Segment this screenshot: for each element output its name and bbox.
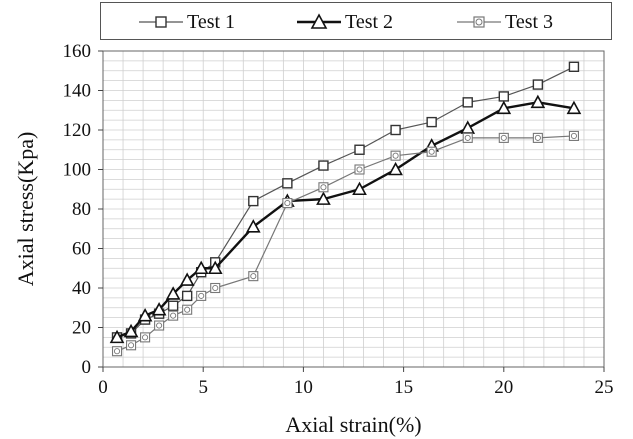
y-tick-label: 40: [72, 278, 91, 299]
data-point-square: [426, 116, 437, 128]
y-tick-label: 100: [63, 160, 92, 181]
legend-label-test-3: Test 3: [505, 10, 554, 33]
x-tick-label: 20: [494, 377, 513, 398]
data-point-triangle: [207, 260, 223, 275]
series-test-2: [109, 94, 582, 344]
data-point-triangle: [245, 219, 261, 233]
data-point-square: [568, 61, 580, 72]
data-point-circle-square: [282, 198, 293, 209]
data-point-circle-square: [532, 132, 543, 143]
data-point-square: [532, 79, 544, 90]
data-point-circle: [320, 184, 327, 191]
y-tick-label: 20: [72, 318, 91, 339]
data-point-square: [282, 178, 293, 189]
data-point-circle-square: [248, 271, 259, 282]
series-test-3: [111, 130, 579, 357]
data-point-triangle: [530, 94, 546, 109]
legend-circle-square-marker-icon: [457, 16, 501, 28]
data-point-circle-square: [354, 164, 365, 175]
y-axis-label: Axial stress(Kpa): [13, 132, 38, 287]
legend-item-test-3: Test 3: [457, 3, 553, 41]
x-tick-label: 5: [198, 377, 208, 398]
data-point-circle-square: [568, 130, 579, 141]
y-tick-label: 80: [72, 199, 91, 220]
data-point-circle: [250, 273, 257, 280]
data-point-circle: [500, 134, 507, 141]
data-point-circle: [392, 152, 399, 159]
data-point-triangle: [179, 272, 195, 286]
data-point-square: [181, 290, 193, 302]
x-tick-label: 15: [394, 377, 413, 398]
series-line: [116, 135, 574, 352]
data-point-circle-square: [111, 346, 123, 357]
data-point-circle-square: [210, 282, 221, 294]
data-point-circle: [198, 292, 205, 299]
data-point-circle-square: [182, 304, 193, 315]
data-point-circle: [128, 342, 135, 349]
data-point-circle: [113, 348, 121, 355]
data-point-circle: [170, 312, 177, 319]
data-point-triangle: [151, 302, 167, 316]
data-point-triangle: [352, 181, 367, 196]
data-point-square: [498, 91, 509, 102]
legend-item-test-1: Test 1: [139, 3, 235, 41]
data-point-square: [167, 300, 179, 311]
legend-item-test-2: Test 2: [297, 3, 393, 41]
data-point-circle-square: [462, 132, 473, 143]
data-point-circle-square: [318, 182, 329, 193]
data-point-circle-square: [154, 320, 165, 331]
data-point-triangle: [137, 307, 153, 322]
data-point-circle: [356, 166, 363, 173]
data-point-square: [248, 195, 259, 207]
y-tick-label: 60: [72, 239, 91, 260]
legend-label-test-2: Test 2: [345, 10, 394, 33]
data-point-triangle: [123, 323, 139, 338]
x-tick-label: 25: [595, 377, 614, 398]
y-tick-label: 120: [63, 120, 92, 141]
data-point-circle-square: [168, 310, 179, 321]
data-point-circle-square: [498, 132, 509, 143]
y-tick-label: 140: [63, 81, 92, 102]
data-point-circle: [534, 134, 541, 141]
legend: Test 1 Test 2 Test 3: [100, 2, 612, 40]
data-point-triangle: [193, 260, 209, 275]
data-point-circle: [284, 200, 291, 207]
data-point-triangle: [109, 329, 125, 344]
data-point-circle-square: [196, 290, 207, 301]
legend-label-test-1: Test 1: [187, 10, 236, 33]
data-point-circle: [570, 132, 577, 139]
x-tick-label: 10: [294, 377, 313, 398]
series-group: [109, 61, 582, 357]
x-tick-label: 0: [98, 377, 108, 398]
legend-square-marker-icon: [139, 16, 183, 28]
data-point-circle-square: [426, 146, 437, 157]
data-point-square: [390, 124, 401, 136]
data-point-square: [318, 160, 329, 171]
data-point-circle: [156, 322, 163, 329]
data-point-circle: [142, 334, 149, 341]
data-point-triangle: [316, 191, 331, 205]
data-point-circle-square: [390, 150, 401, 161]
x-axis-label: Axial strain(%): [285, 412, 421, 437]
data-point-triangle: [388, 161, 403, 176]
legend-triangle-marker-icon: [297, 13, 341, 29]
data-point-triangle: [165, 286, 181, 300]
series-test-1: [111, 61, 580, 343]
data-point-square: [462, 97, 473, 108]
data-point-circle: [184, 306, 191, 313]
y-tick-label: 0: [82, 357, 92, 378]
data-point-circle: [464, 134, 471, 141]
axis-ticks: 0 5 10 15 20 25 0 20 40 60 80 100 120 140 160: [63, 41, 614, 398]
data-point-triangle: [566, 100, 582, 115]
data-point-circle: [428, 148, 435, 155]
data-point-circle-square: [126, 340, 137, 351]
data-point-square: [354, 144, 365, 155]
data-point-circle: [212, 284, 219, 292]
data-point-triangle: [496, 100, 512, 115]
grid: [102, 50, 605, 368]
y-tick-label: 160: [63, 41, 92, 62]
data-point-circle-square: [140, 332, 151, 343]
